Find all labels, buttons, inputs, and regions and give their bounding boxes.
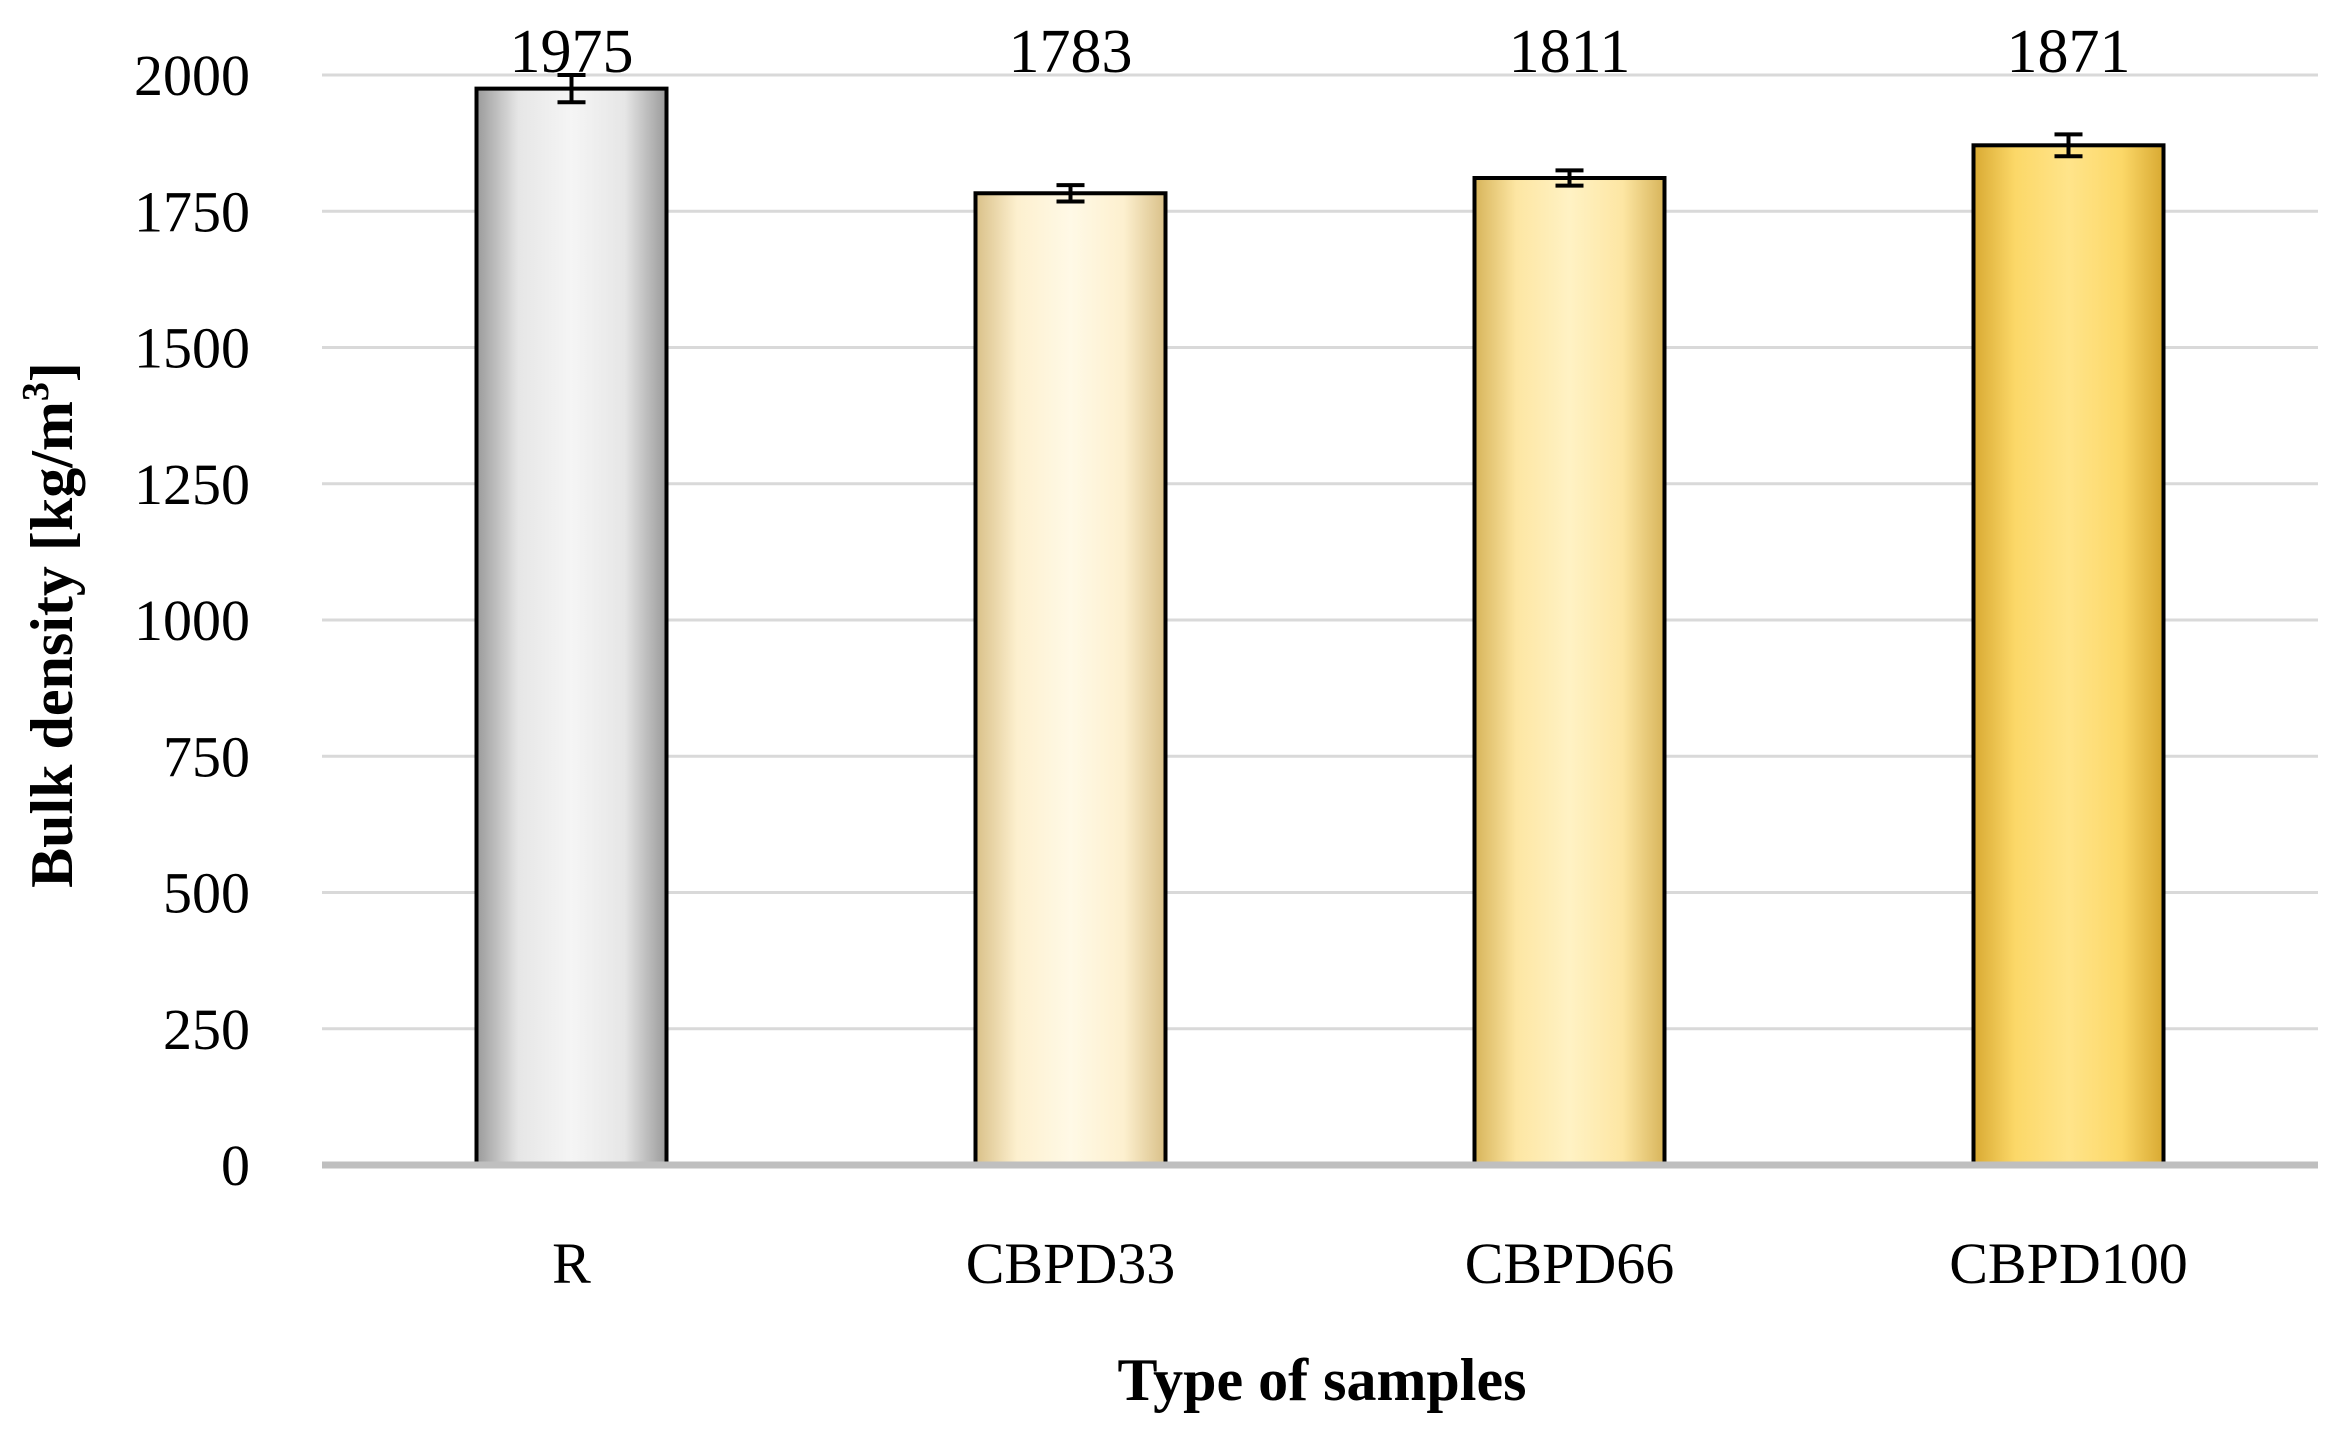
y-tick-label: 2000 <box>134 43 250 108</box>
error-bar-cbpd33 <box>1056 183 1085 204</box>
error-bars <box>557 73 2083 204</box>
data-label: 1871 <box>2007 18 2131 86</box>
y-tick-label: 750 <box>163 724 250 789</box>
data-labels: 1975 1783 1811 1871 <box>510 18 2131 86</box>
y-axis-title: Bulk density [kg/m3] <box>15 362 85 888</box>
data-label: 1975 <box>510 18 634 86</box>
error-bar-cbpd100 <box>2054 132 2083 159</box>
bar-cbpd66 <box>1472 176 1667 1167</box>
bar-cbpd33 <box>973 191 1168 1167</box>
y-tick-label: 500 <box>163 861 250 926</box>
bar-cbpd100 <box>1971 143 2166 1167</box>
y-tick-label: 1000 <box>134 588 250 653</box>
y-tick-label: 0 <box>221 1133 250 1198</box>
y-tick-label: 250 <box>163 997 250 1062</box>
error-bar-r <box>557 73 586 105</box>
y-tick-label: 1750 <box>134 179 250 244</box>
error-bar-cbpd66 <box>1555 168 1584 188</box>
y-tick-labels: 0 250 500 750 1000 1250 1500 1750 2000 <box>134 43 250 1198</box>
y-tick-label: 1250 <box>134 452 250 517</box>
bar-r <box>474 86 669 1167</box>
bars <box>474 86 2166 1167</box>
data-label: 1811 <box>1509 18 1631 86</box>
x-axis-title: Type of samples <box>1118 1347 1527 1413</box>
y-axis-title-main: Bulk density [kg/m <box>19 401 85 888</box>
x-tick-label: CBPD100 <box>1949 1231 2188 1296</box>
y-axis-title-superscript: 3 <box>15 382 57 401</box>
data-label: 1783 <box>1009 18 1133 86</box>
y-axis-title-end: ] <box>19 362 85 382</box>
x-tick-label: R <box>552 1231 591 1296</box>
x-tick-label: CBPD33 <box>966 1231 1176 1296</box>
x-tick-labels: R CBPD33 CBPD66 CBPD100 <box>552 1231 2188 1296</box>
y-tick-label: 1500 <box>134 316 250 381</box>
x-tick-label: CBPD66 <box>1465 1231 1675 1296</box>
